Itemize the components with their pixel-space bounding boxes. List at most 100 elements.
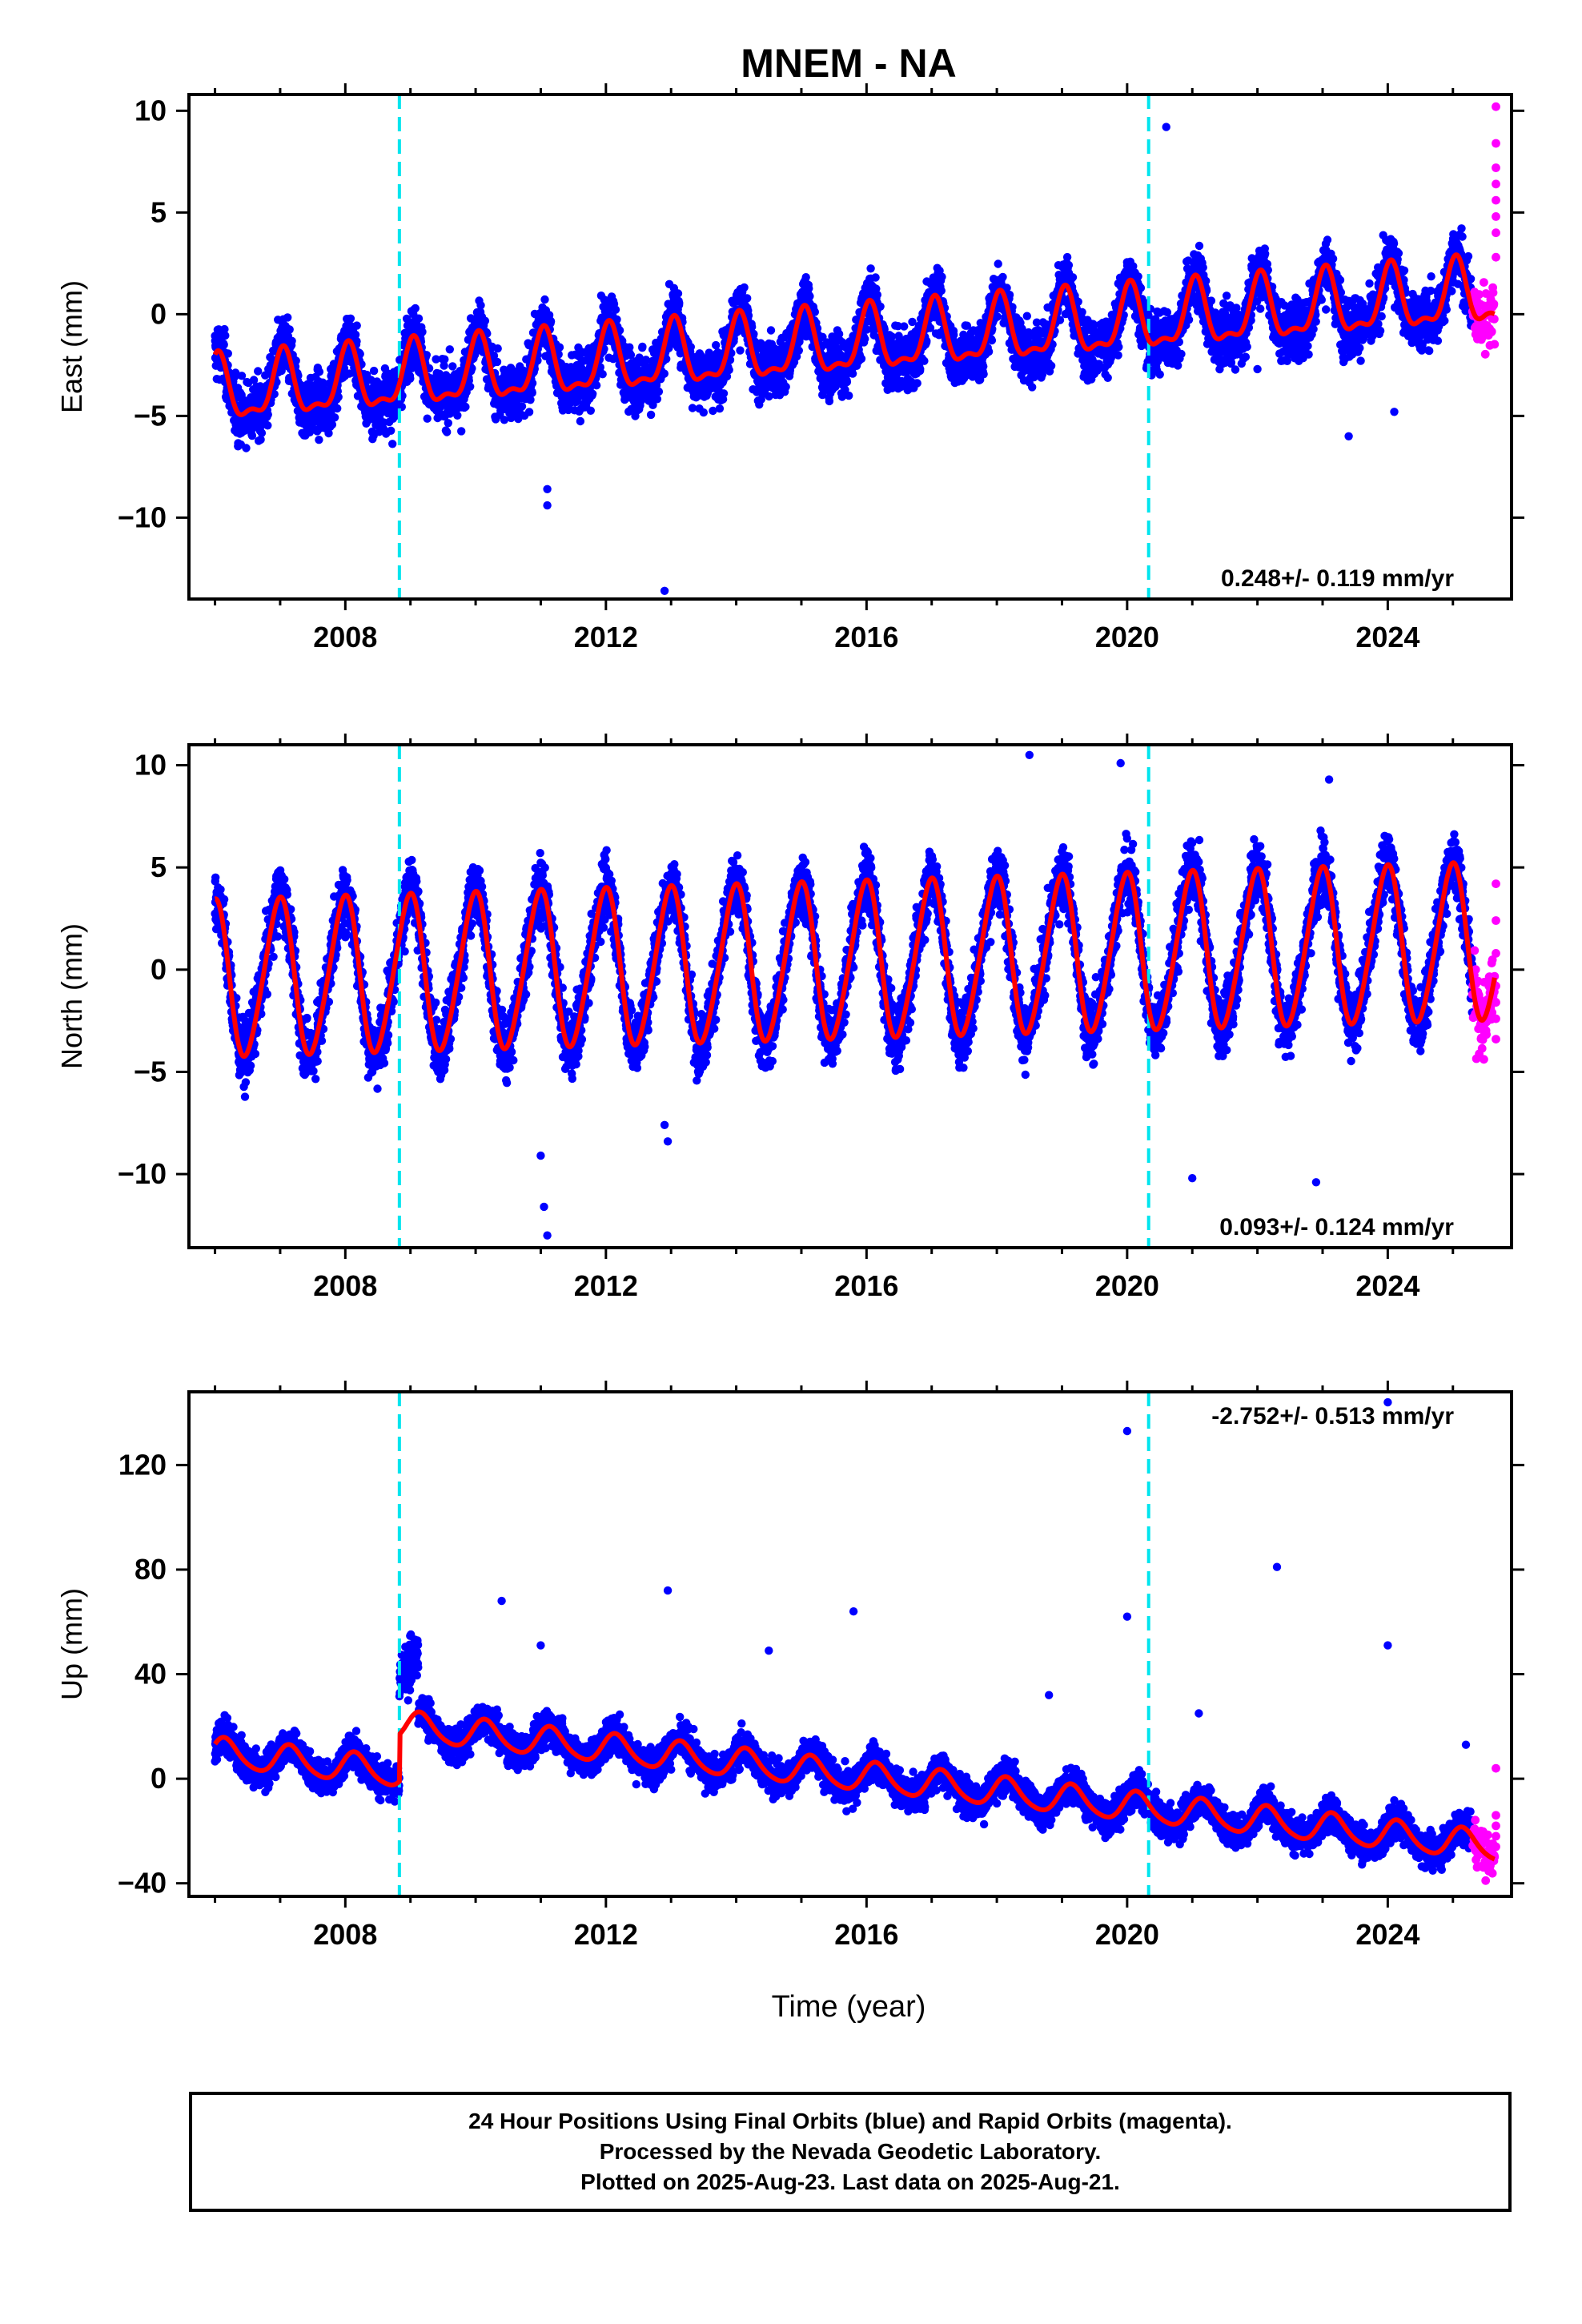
final-orbit-point	[576, 416, 585, 426]
final-orbit-point	[422, 351, 431, 360]
final-orbit-point	[805, 292, 814, 301]
final-orbit-point	[866, 264, 875, 273]
final-orbit-point	[249, 376, 259, 384]
final-orbit-point	[592, 381, 601, 390]
final-orbit-point	[242, 444, 251, 452]
final-orbit-point	[857, 354, 866, 364]
final-orbit-point	[461, 402, 470, 412]
final-orbit-point	[263, 421, 272, 430]
final-orbit-point	[1062, 252, 1072, 262]
final-orbit-point	[938, 272, 946, 281]
final-orbit-point	[719, 389, 729, 398]
final-orbit-point	[913, 379, 921, 388]
final-orbit-point	[825, 396, 834, 406]
final-orbit-point	[352, 337, 361, 346]
final-orbit-point	[654, 387, 664, 396]
final-orbit-point	[219, 340, 228, 349]
final-orbit-point	[476, 301, 485, 310]
chart-title: MNEM - NA	[741, 41, 956, 86]
final-orbit-point	[1022, 312, 1032, 320]
x-axis-label: Time (year)	[772, 1990, 926, 2024]
final-orbit-point	[611, 305, 620, 314]
final-orbit-point	[994, 259, 1002, 268]
final-orbit-point	[1064, 260, 1074, 270]
final-orbit-point	[1028, 383, 1037, 392]
final-orbit-point	[283, 313, 292, 322]
final-orbit-point	[675, 299, 684, 308]
final-orbit-point	[987, 336, 997, 345]
final-orbit-point	[388, 440, 397, 448]
final-orbit-point	[466, 382, 475, 391]
final-orbit-point	[871, 273, 880, 282]
final-orbit-point	[256, 435, 265, 444]
final-orbit-point	[546, 317, 556, 326]
final-orbit-point	[861, 335, 869, 344]
final-orbit-point	[920, 356, 929, 365]
final-orbit-point	[457, 427, 466, 436]
final-orbit-point	[443, 428, 452, 436]
final-orbit-point	[247, 431, 257, 440]
final-orbit-point	[391, 412, 400, 420]
final-orbit-point	[526, 396, 535, 404]
final-orbit-point	[524, 408, 534, 416]
final-orbit-point	[492, 357, 502, 367]
final-orbit-point	[1046, 361, 1056, 370]
final-orbit-point	[237, 372, 247, 380]
final-orbit-point	[937, 286, 946, 296]
final-orbit-point	[979, 362, 988, 371]
final-orbit-point	[270, 389, 279, 399]
final-orbit-point	[418, 328, 427, 336]
final-orbit-point	[440, 355, 449, 364]
final-orbit-point	[842, 377, 852, 387]
final-orbit-point	[291, 356, 300, 365]
final-orbit-point	[740, 283, 749, 292]
final-orbit-point	[287, 336, 296, 345]
final-orbit-point	[540, 295, 549, 304]
final-orbit-point	[1078, 308, 1086, 316]
final-orbit-point	[517, 402, 527, 411]
final-orbit-point	[598, 370, 607, 379]
final-orbit-point	[916, 364, 925, 374]
final-orbit-point	[327, 420, 337, 429]
final-orbit-point	[285, 325, 294, 334]
final-orbit-point	[387, 426, 396, 435]
final-orbit-point	[221, 331, 230, 340]
final-orbit-point	[984, 347, 994, 356]
final-orbit-point	[355, 349, 364, 359]
final-orbit-point	[406, 374, 415, 383]
final-orbit-point	[743, 294, 752, 303]
final-orbit-point	[223, 349, 232, 358]
final-orbit-point	[352, 321, 361, 330]
final-orbit-point	[625, 343, 634, 352]
final-orbit-point	[231, 368, 240, 377]
final-orbit-point	[257, 428, 267, 437]
final-orbit-point	[586, 406, 595, 415]
final-orbit-point	[736, 346, 745, 355]
final-orbit-point	[979, 370, 988, 379]
final-orbit-point	[766, 326, 776, 335]
final-orbit-point	[588, 389, 597, 398]
final-orbit-point	[993, 312, 1002, 321]
final-orbit-point	[448, 362, 457, 371]
final-orbit-point	[334, 392, 343, 401]
final-orbit-point	[712, 340, 721, 350]
final-orbit-point	[660, 369, 669, 378]
final-orbit-point	[781, 382, 790, 392]
final-orbit-point	[414, 314, 424, 323]
final-orbit-point	[794, 346, 803, 355]
final-orbit-point	[263, 410, 272, 419]
final-orbit-point	[324, 428, 333, 438]
final-orbit-point	[528, 388, 536, 397]
final-orbit-point	[315, 368, 324, 376]
final-orbit-point	[873, 290, 882, 300]
final-orbit-point	[1068, 273, 1078, 282]
final-orbit-point	[725, 365, 733, 375]
final-orbit-point	[950, 331, 958, 340]
final-orbit-point	[900, 322, 909, 331]
final-orbit-point	[445, 345, 454, 354]
final-orbit-point	[333, 404, 342, 413]
final-orbit-point	[480, 316, 490, 325]
final-orbit-point	[369, 366, 379, 376]
